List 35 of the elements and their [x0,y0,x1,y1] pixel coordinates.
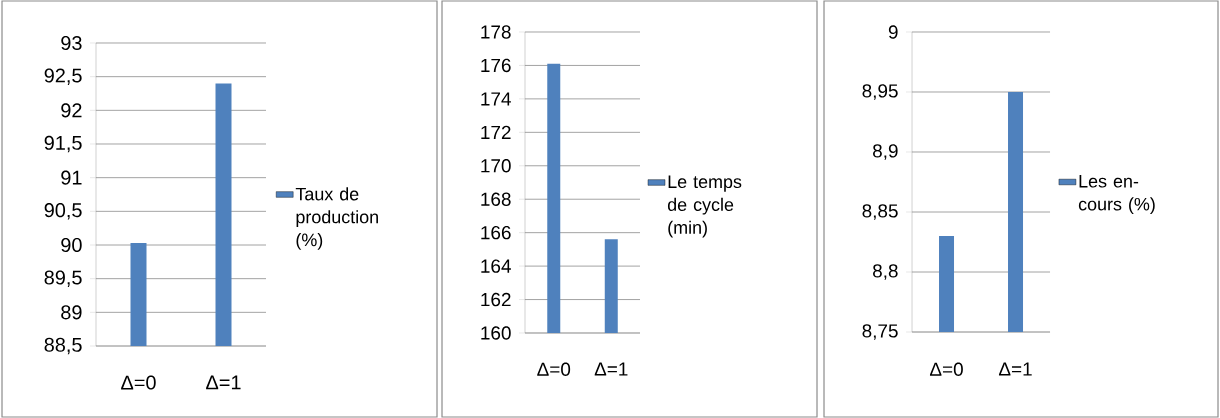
y-tick-label: 90,5 [44,203,82,220]
y-tick-label: 168 [481,192,511,206]
y-tick-label: 9 [888,25,898,39]
x-tick-label: Δ=1 [594,362,628,376]
y-tick-label: 174 [481,92,511,106]
y-tick-label: 8,9 [873,144,898,160]
y-tick-label: 170 [481,159,511,173]
legend-label: Taux de production (%) [295,187,378,250]
y-tick-label: 89 [61,305,82,320]
y-tick-label: 90 [61,237,82,253]
x-tick-label: Δ=1 [206,375,241,390]
y-tick-label: 91 [61,170,82,185]
legend-label: Le temps de cycle (min) [667,175,742,238]
y-tick-label: 176 [481,58,511,73]
y-tick-label: 8,95 [862,84,898,100]
y-tick-label: 178 [481,25,511,39]
y-tick-label: 162 [481,292,511,307]
y-tick-label: 166 [481,225,511,240]
x-tick-label: Δ=0 [121,375,156,390]
y-tick-label: 91,5 [44,135,82,153]
y-tick-label: 8,75 [862,324,898,340]
y-tick-label: 92,5 [44,68,82,85]
y-tick-label: 8,8 [873,264,898,280]
y-tick-label: 164 [481,259,511,273]
y-tick-label: 8,85 [862,204,898,220]
x-tick-label: Δ=0 [929,362,963,376]
y-tick-label: 88,5 [44,337,82,355]
y-tick-label: 172 [481,125,511,139]
y-tick-label: 89,5 [44,270,82,287]
legend-label: Les en-cours (%) [1078,175,1155,215]
x-tick-label: Δ=1 [998,362,1032,376]
x-tick-label: Δ=0 [537,362,571,376]
y-tick-label: 92 [61,103,82,118]
y-tick-label: 93 [61,35,82,51]
y-tick-label: 160 [481,326,511,340]
